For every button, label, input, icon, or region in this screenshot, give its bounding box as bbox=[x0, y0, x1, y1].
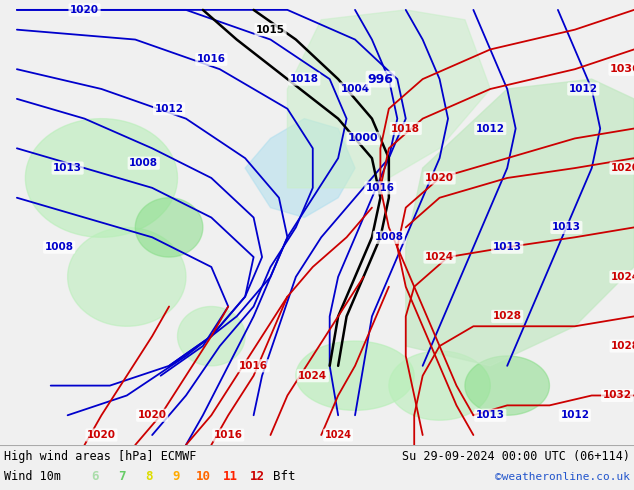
Text: 1004: 1004 bbox=[340, 84, 370, 94]
Polygon shape bbox=[135, 198, 203, 257]
Polygon shape bbox=[389, 351, 490, 420]
Polygon shape bbox=[465, 356, 550, 415]
Text: 1012: 1012 bbox=[155, 104, 184, 114]
Text: 1008: 1008 bbox=[374, 232, 403, 242]
Text: 1020: 1020 bbox=[611, 163, 634, 173]
Text: 1016: 1016 bbox=[366, 183, 395, 193]
Text: 1020: 1020 bbox=[138, 410, 167, 420]
Text: 1000: 1000 bbox=[348, 133, 378, 144]
Text: 1008: 1008 bbox=[129, 158, 158, 168]
Text: 1024: 1024 bbox=[425, 252, 454, 262]
Polygon shape bbox=[296, 341, 414, 410]
Text: 1016: 1016 bbox=[214, 430, 243, 440]
Polygon shape bbox=[406, 79, 634, 366]
Polygon shape bbox=[287, 10, 490, 188]
Text: 1016: 1016 bbox=[239, 361, 268, 371]
Text: 1028: 1028 bbox=[611, 341, 634, 351]
Text: 1013: 1013 bbox=[552, 222, 581, 232]
Text: 1015: 1015 bbox=[256, 24, 285, 35]
Text: 1008: 1008 bbox=[44, 242, 74, 252]
Text: 9: 9 bbox=[172, 470, 180, 484]
Text: 1013: 1013 bbox=[53, 163, 82, 173]
Text: 6: 6 bbox=[91, 470, 99, 484]
Text: 1012: 1012 bbox=[476, 123, 505, 134]
Text: ©weatheronline.co.uk: ©weatheronline.co.uk bbox=[495, 472, 630, 482]
Text: 1036: 1036 bbox=[610, 64, 634, 74]
Polygon shape bbox=[68, 227, 186, 326]
Text: 1016: 1016 bbox=[197, 54, 226, 64]
Text: 1018: 1018 bbox=[391, 123, 420, 134]
Text: 1020: 1020 bbox=[70, 5, 99, 15]
Text: 1024: 1024 bbox=[298, 371, 327, 381]
Text: 10: 10 bbox=[195, 470, 210, 484]
Text: 996: 996 bbox=[368, 73, 393, 86]
Text: 1012: 1012 bbox=[569, 84, 598, 94]
Text: 1032: 1032 bbox=[602, 391, 631, 400]
Text: Wind 10m: Wind 10m bbox=[4, 470, 61, 484]
Text: 1018: 1018 bbox=[290, 74, 319, 84]
Text: 1013: 1013 bbox=[476, 410, 505, 420]
Text: 11: 11 bbox=[223, 470, 238, 484]
Polygon shape bbox=[245, 119, 355, 218]
Polygon shape bbox=[178, 307, 245, 366]
Text: 7: 7 bbox=[119, 470, 126, 484]
Text: 1020: 1020 bbox=[425, 173, 454, 183]
Text: 1012: 1012 bbox=[560, 410, 590, 420]
Text: 1013: 1013 bbox=[493, 242, 522, 252]
Text: 8: 8 bbox=[145, 470, 153, 484]
Text: 12: 12 bbox=[250, 470, 264, 484]
Text: Bft: Bft bbox=[273, 470, 295, 484]
Text: 1024: 1024 bbox=[325, 430, 352, 440]
Text: 1020: 1020 bbox=[87, 430, 116, 440]
Text: 1024: 1024 bbox=[611, 272, 634, 282]
Text: Su 29-09-2024 00:00 UTC (06+114): Su 29-09-2024 00:00 UTC (06+114) bbox=[402, 450, 630, 464]
Text: High wind areas [hPa] ECMWF: High wind areas [hPa] ECMWF bbox=[4, 450, 197, 464]
Text: 1028: 1028 bbox=[493, 311, 522, 321]
Polygon shape bbox=[25, 119, 178, 237]
